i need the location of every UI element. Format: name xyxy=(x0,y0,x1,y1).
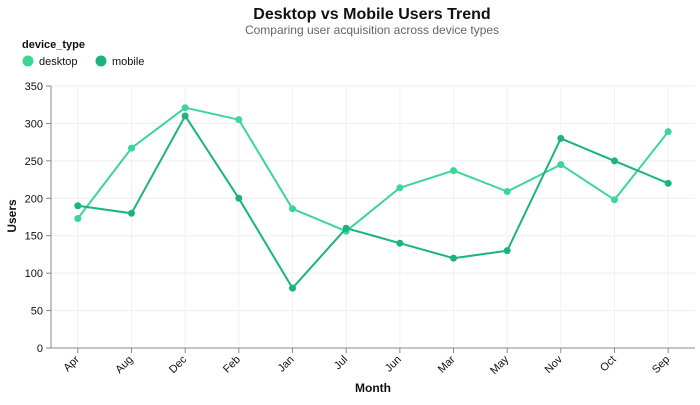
chart-subtitle: Comparing user acquisition across device… xyxy=(245,23,499,37)
y-tick-label: 0 xyxy=(37,343,43,355)
y-tick-label: 50 xyxy=(31,306,43,318)
x-tick-label: Nov xyxy=(543,353,566,376)
series-line-desktop xyxy=(77,106,669,233)
y-tick-label: 300 xyxy=(25,118,43,130)
data-point-desktop xyxy=(611,196,618,204)
series-layer xyxy=(74,104,672,292)
data-point-desktop xyxy=(450,167,457,175)
data-point-mobile xyxy=(611,157,618,165)
data-point-desktop xyxy=(128,144,135,152)
x-tick-label: Feb xyxy=(221,354,243,376)
y-tick-label: 150 xyxy=(25,231,43,243)
axes: 0 50 100 150 200 250 300 350 Apr Aug Dec Feb Jan Jul J… xyxy=(25,81,695,377)
y-tick-label: 350 xyxy=(25,81,43,93)
x-tick-label: Mar xyxy=(436,353,458,375)
data-point-mobile xyxy=(342,224,350,232)
data-point-mobile xyxy=(503,247,511,255)
data-point-mobile xyxy=(664,179,672,187)
data-point-desktop xyxy=(664,128,672,136)
legend-swatch-mobile xyxy=(95,55,107,67)
data-point-mobile xyxy=(396,239,404,247)
data-point-desktop xyxy=(289,205,296,213)
data-point-mobile xyxy=(181,112,189,120)
x-tick-label: Jul xyxy=(332,354,350,372)
data-point-mobile xyxy=(289,284,296,292)
data-point-desktop xyxy=(74,214,82,222)
y-axis-title: Users xyxy=(5,199,19,233)
data-point-desktop xyxy=(396,184,404,192)
x-tick-label: Oct xyxy=(598,354,619,375)
data-point-desktop xyxy=(557,161,565,169)
data-point-mobile xyxy=(450,254,457,262)
data-point-desktop xyxy=(503,188,511,196)
legend-swatch-desktop xyxy=(22,55,34,67)
x-tick-label: Dec xyxy=(167,353,190,376)
data-point-mobile xyxy=(235,194,243,202)
data-point-desktop xyxy=(181,104,189,112)
x-tick-label: Aug xyxy=(113,354,135,376)
legend-title: device_type xyxy=(22,39,85,51)
legend: device_type desktop mobile xyxy=(22,39,144,68)
y-tick-label: 250 xyxy=(25,156,43,168)
data-point-mobile xyxy=(128,209,135,217)
chart-title: Desktop vs Mobile Users Trend xyxy=(253,6,490,23)
x-tick-label: Jan xyxy=(276,354,297,375)
x-tick-label: Sep xyxy=(650,354,672,376)
x-tick-label: May xyxy=(488,353,512,377)
x-tick-label: Jun xyxy=(383,354,404,375)
series-line-mobile xyxy=(77,114,669,290)
y-tick-label: 100 xyxy=(25,268,43,280)
x-axis-title: Month xyxy=(355,381,391,395)
y-tick-label: 200 xyxy=(25,193,43,205)
data-point-mobile xyxy=(557,134,565,142)
data-point-desktop xyxy=(235,116,243,124)
x-tick-label: Apr xyxy=(61,353,82,374)
legend-label-desktop: desktop xyxy=(39,56,78,68)
grid xyxy=(51,85,695,349)
legend-label-mobile: mobile xyxy=(112,56,144,68)
data-point-mobile xyxy=(74,202,82,210)
